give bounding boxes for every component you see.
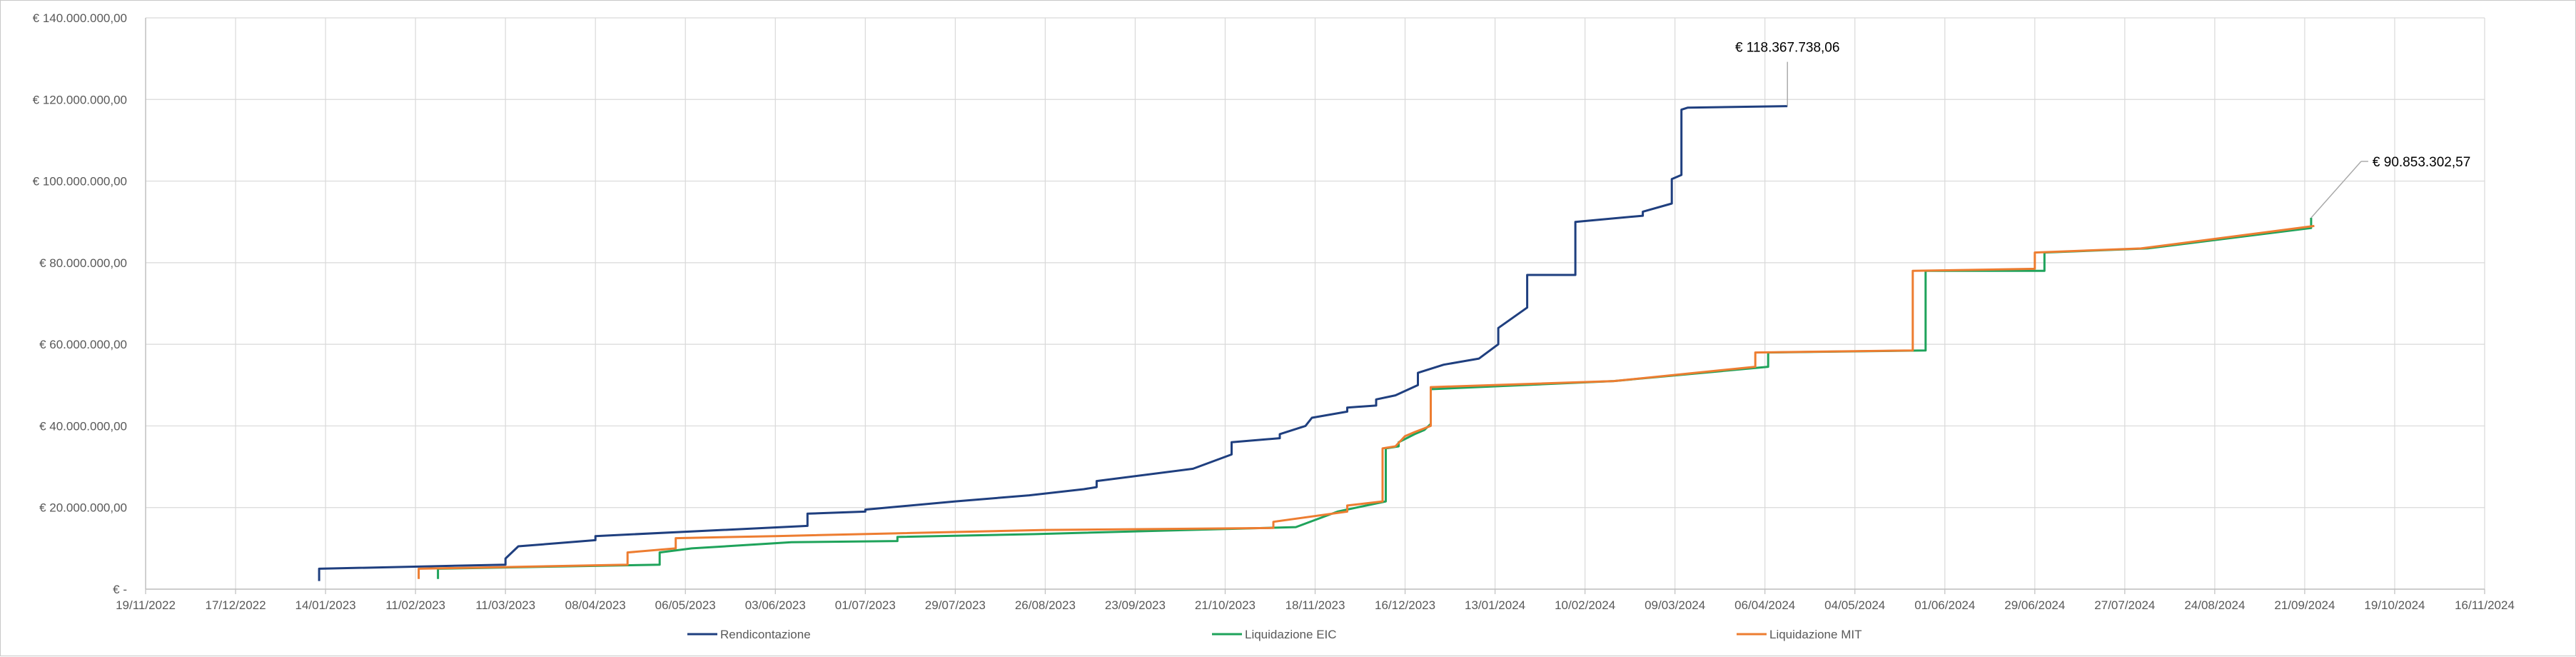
- x-tick-label: 01/06/2024: [1914, 598, 1975, 612]
- x-tick-label: 16/11/2024: [2455, 598, 2515, 612]
- x-tick-label: 06/05/2023: [655, 598, 716, 612]
- x-tick-label: 16/12/2023: [1375, 598, 1435, 612]
- series-lines: [318, 105, 2315, 581]
- x-tick-label: 09/03/2024: [1645, 598, 1705, 612]
- x-tick-label: 24/08/2024: [2184, 598, 2245, 612]
- legend-entry-label: Liquidazione EIC: [1245, 628, 1337, 641]
- x-tick-label: 26/08/2023: [1015, 598, 1076, 612]
- callout-label: € 90.853.302,57: [2373, 155, 2470, 170]
- x-tick-label: 19/11/2022: [116, 598, 176, 612]
- callout-leader-line: [2310, 161, 2362, 219]
- y-tick-label: € 140.000.000,00: [33, 11, 127, 25]
- y-tick-label: € 20.000.000,00: [39, 501, 127, 515]
- y-tick-label: € 80.000.000,00: [39, 256, 127, 270]
- callout-label: € 118.367.738,06: [1735, 41, 1840, 56]
- y-tick-label: € -: [113, 583, 127, 596]
- x-tick-label: 29/06/2024: [2004, 598, 2065, 612]
- callouts: € 118.367.738,06 € 90.853.302,57: [1735, 41, 2470, 219]
- x-tick-label: 03/06/2023: [745, 598, 806, 612]
- y-tick-label: € 40.000.000,00: [39, 419, 127, 433]
- legend: Rendicontazione Liquidazione EIC Liquidazi…: [687, 628, 1862, 641]
- x-tick-label: 08/04/2023: [565, 598, 626, 612]
- y-tick-label: € 60.000.000,00: [39, 338, 127, 351]
- legend-entry-label: Rendicontazione: [720, 628, 811, 641]
- x-tick-label: 27/07/2024: [2094, 598, 2155, 612]
- series-line-rendicontazione: [318, 105, 1788, 581]
- series-line-liquidazione-mit: [418, 224, 2315, 579]
- x-tick-label: 04/05/2024: [1824, 598, 1885, 612]
- x-tick-label: 19/10/2024: [2364, 598, 2425, 612]
- y-tick-label: € 120.000.000,00: [33, 93, 127, 106]
- x-tick-label: 21/09/2024: [2274, 598, 2335, 612]
- x-tick-label: 18/11/2023: [1286, 598, 1345, 612]
- y-tick-label: € 100.000.000,00: [33, 175, 127, 189]
- gridlines: [145, 17, 2485, 590]
- x-tick-label: 17/12/2022: [205, 598, 266, 612]
- x-tick-label: 21/10/2023: [1195, 598, 1256, 612]
- series-line-liquidazione-eic: [437, 218, 2313, 579]
- x-tick-label: 11/03/2023: [475, 598, 535, 612]
- x-tick-label: 10/02/2024: [1555, 598, 1615, 612]
- x-tick-label: 13/01/2024: [1465, 598, 1525, 612]
- x-tick-label: 29/07/2023: [925, 598, 986, 612]
- x-tick-label: 23/09/2023: [1105, 598, 1166, 612]
- x-tick-label: 06/04/2024: [1734, 598, 1795, 612]
- x-tick-label: 11/02/2023: [385, 598, 445, 612]
- x-tick-label: 14/01/2023: [296, 598, 356, 612]
- legend-entry-label: Liquidazione MIT: [1769, 628, 1862, 641]
- axes: € - € 20.000.000,00 € 40.000.000,00 € 60.00…: [33, 11, 2515, 612]
- x-tick-label: 01/07/2023: [835, 598, 896, 612]
